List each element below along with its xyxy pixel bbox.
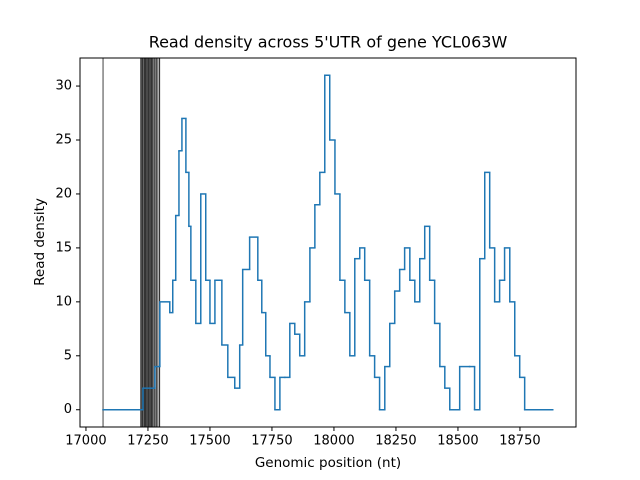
x-tick-label: 18250 [375,434,416,449]
y-axis-label: Read density [32,198,48,286]
x-tick-label: 17000 [65,434,106,449]
axes-frame [79,57,577,428]
y-tick-label: 5 [64,348,72,363]
plot-area [102,58,554,427]
y-tick-label: 0 [64,402,72,417]
y-tick-label: 20 [55,186,72,201]
x-tick-label: 17500 [189,434,230,449]
y-tick-label: 10 [55,294,72,309]
y-tick-label: 25 [55,133,72,148]
y-tick-label: 15 [55,240,72,255]
x-axis-label: Genomic position (nt) [255,455,401,471]
y-tick-label: 30 [55,79,72,94]
chart-title: Read density across 5'UTR of gene YCL063… [149,33,508,52]
x-tick-label: 18750 [499,434,540,449]
x-tick-label: 18500 [437,434,478,449]
x-tick-label: 17750 [251,434,292,449]
x-tick-label: 18000 [313,434,354,449]
x-tick-label: 17250 [127,434,168,449]
